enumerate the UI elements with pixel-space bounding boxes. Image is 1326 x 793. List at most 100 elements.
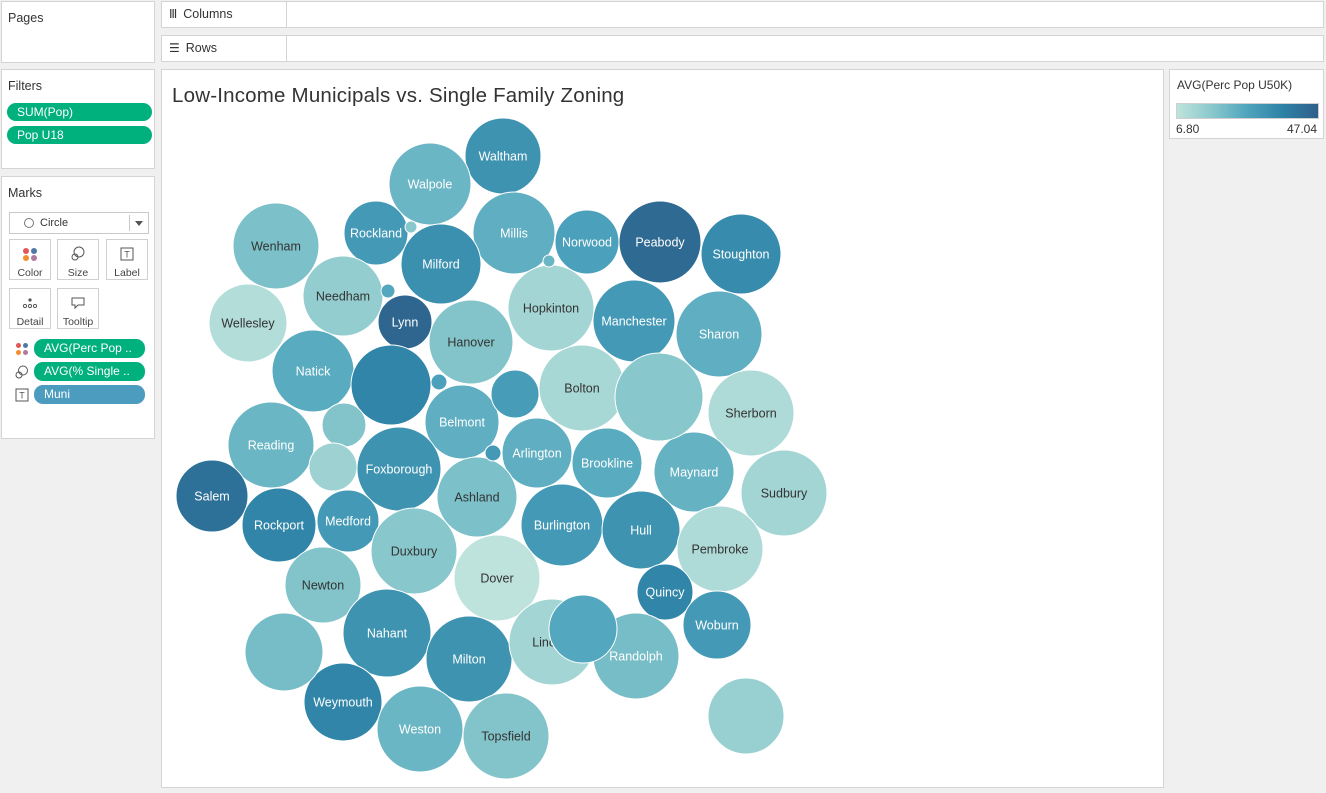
bubble-sudbury[interactable]: [740, 449, 828, 537]
label-field-row: T Muni: [15, 385, 150, 404]
color-field-pill[interactable]: AVG(Perc Pop ..: [34, 339, 145, 358]
filters-card[interactable]: Filters SUM(Pop) Pop U18: [1, 69, 155, 169]
bubble-rockland[interactable]: [343, 200, 409, 266]
bubble-ashland[interactable]: [436, 456, 518, 538]
bubble-salem[interactable]: [175, 459, 249, 533]
bubble-weston[interactable]: [376, 685, 464, 773]
bubble-label: Wellesley: [221, 317, 275, 331]
bubble-label: Weston: [399, 723, 441, 737]
bubble-unlabeled[interactable]: [484, 444, 502, 462]
columns-label: Ⅲ Columns: [169, 2, 233, 27]
chevron-down-icon: [135, 221, 143, 226]
columns-shelf[interactable]: Ⅲ Columns: [161, 1, 1324, 28]
bubble-wenham[interactable]: [232, 202, 320, 290]
bubble-label: Walpole: [408, 178, 453, 192]
bubble-unlabeled[interactable]: [542, 254, 556, 268]
tooltip-button[interactable]: Tooltip: [57, 288, 99, 329]
bubble-newton[interactable]: [284, 546, 362, 624]
bubble-label: Stoughton: [713, 248, 770, 262]
bubble-label: Foxborough: [366, 463, 433, 477]
bubble-milford[interactable]: [400, 223, 482, 305]
size-circles-icon: [58, 243, 98, 265]
bubble-unlabeled[interactable]: [321, 402, 367, 448]
bubble-duxbury[interactable]: [370, 507, 458, 595]
bubble-arlington[interactable]: [501, 417, 573, 489]
filters-title: Filters: [8, 79, 43, 93]
bubble-weymouth[interactable]: [303, 662, 383, 742]
bubble-millis[interactable]: [472, 191, 556, 275]
size-field-pill[interactable]: AVG(% Single ..: [34, 362, 145, 381]
bubble-unlabeled[interactable]: [614, 352, 704, 442]
bubble-medford[interactable]: [316, 489, 380, 553]
circle-mark-icon: [24, 218, 34, 228]
bubble-walpole[interactable]: [388, 142, 472, 226]
detail-button[interactable]: Detail: [9, 288, 51, 329]
mark-type-label: Circle: [40, 217, 69, 229]
color-button[interactable]: Color: [9, 239, 51, 280]
bubble-hull[interactable]: [601, 490, 681, 570]
bubble-label: Medford: [325, 515, 371, 529]
bubble-topsfield[interactable]: [462, 692, 550, 780]
bubble-label: Pembroke: [692, 543, 749, 557]
bubble-brookline[interactable]: [571, 427, 643, 499]
color-dots-icon: [15, 342, 29, 356]
bubble-sherborn[interactable]: [707, 369, 795, 457]
color-legend[interactable]: AVG(Perc Pop U50K) 6.80 47.04: [1169, 69, 1324, 139]
size-field-row: AVG(% Single ..: [15, 362, 150, 381]
filter-pill-sum-pop[interactable]: SUM(Pop): [7, 103, 152, 121]
bubble-quincy[interactable]: [636, 563, 694, 621]
bubble-label: Milton: [452, 653, 485, 667]
label-field-pill[interactable]: Muni: [34, 385, 145, 404]
bubble-dover[interactable]: [453, 534, 541, 622]
viz-title: Low-Income Municipals vs. Single Family …: [172, 84, 625, 107]
bubble-maynard[interactable]: [653, 431, 735, 513]
bubble-rockport[interactable]: [241, 487, 317, 563]
shelf-divider: [286, 2, 287, 27]
rows-shelf[interactable]: ☰ Rows: [161, 35, 1324, 62]
color-field-row: AVG(Perc Pop ..: [15, 339, 150, 358]
bubble-label: Wenham: [251, 240, 301, 254]
size-button[interactable]: Size: [57, 239, 99, 280]
bubble-peabody[interactable]: [618, 200, 702, 284]
rows-label: ☰ Rows: [169, 36, 217, 61]
bubble-label: Rockport: [254, 519, 305, 533]
bubble-unlabeled[interactable]: [707, 677, 785, 755]
rows-label-text: Rows: [185, 41, 218, 55]
bubble-wellesley[interactable]: [208, 283, 288, 363]
bubble-label: Hopkinton: [523, 302, 579, 316]
bubble-unlabeled[interactable]: [380, 283, 396, 299]
bubble-nahant[interactable]: [342, 588, 432, 678]
bubble-unlabeled[interactable]: [490, 369, 540, 419]
bubble-woburn[interactable]: [682, 590, 752, 660]
label-button[interactable]: T Label: [106, 239, 148, 280]
bubble-sharon[interactable]: [675, 290, 763, 378]
bubble-label: Sudbury: [761, 487, 808, 501]
bubble-unlabeled[interactable]: [244, 612, 324, 692]
bubble-label: Lynn: [392, 316, 419, 330]
bubble-label: Needham: [316, 290, 370, 304]
detail-dots-icon: [10, 292, 50, 314]
filter-pill-pop-u18[interactable]: Pop U18: [7, 126, 152, 144]
label-text-icon: T: [15, 388, 29, 402]
bubble-chart[interactable]: Waltham Walpole Rockland Millis Norwood Peabo…: [162, 70, 1163, 787]
bubble-unlabeled[interactable]: [430, 373, 448, 391]
bubble-unlabeled[interactable]: [404, 220, 418, 234]
mark-type-dropdown[interactable]: Circle: [9, 212, 149, 234]
bubble-label: Sherborn: [725, 407, 776, 421]
bubble-unlabeled[interactable]: [548, 594, 618, 664]
marks-card: Marks Circle Color Size T Label Detail T…: [1, 176, 155, 439]
size-circles-icon: [15, 365, 29, 379]
bubble-belmont[interactable]: [424, 384, 500, 460]
bubble-label: Bolton: [564, 382, 599, 396]
bubble-label: Dover: [480, 572, 513, 586]
bubble-reading[interactable]: [227, 401, 315, 489]
bubble-stoughton[interactable]: [700, 213, 782, 295]
pages-card[interactable]: Pages: [1, 1, 155, 63]
bubble-unlabeled[interactable]: [308, 442, 358, 492]
viz-area[interactable]: Low-Income Municipals vs. Single Family …: [161, 69, 1164, 788]
bubble-unlabeled[interactable]: [350, 344, 432, 426]
bubble-hanover[interactable]: [428, 299, 514, 385]
bubble-label: Duxbury: [391, 545, 438, 559]
dropdown-separator: [129, 215, 130, 231]
bubble-label: Manchester: [601, 315, 666, 329]
